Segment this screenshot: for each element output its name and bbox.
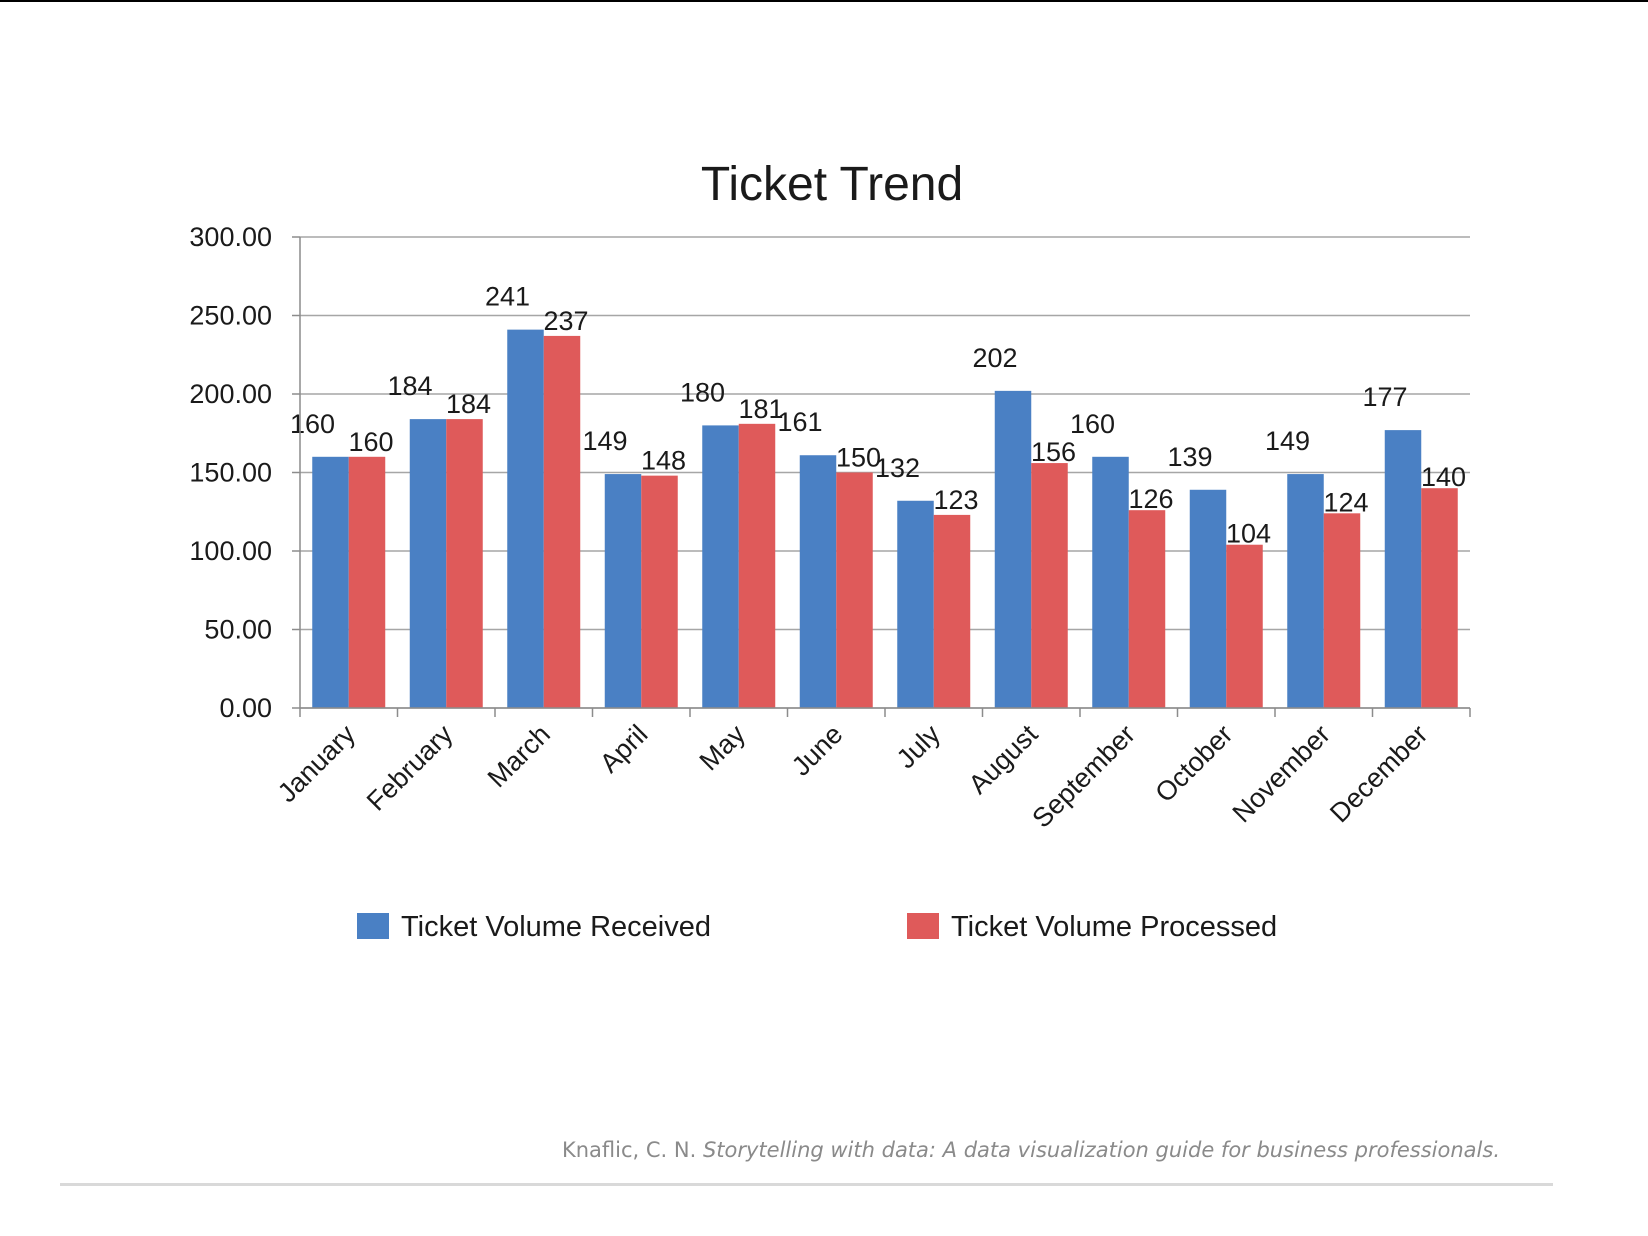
bar-received [1384, 430, 1422, 708]
data-label-processed: 140 [1421, 462, 1466, 492]
data-label-received: 161 [777, 407, 822, 437]
bar-received [312, 456, 349, 708]
x-tick-label: July [891, 719, 947, 775]
data-label-processed: 124 [1323, 487, 1368, 517]
y-tick-label: 250.00 [189, 301, 272, 331]
bar-received [507, 329, 544, 708]
data-label-processed: 148 [641, 446, 686, 476]
data-label-processed: 160 [348, 427, 393, 457]
bar-received [799, 455, 837, 708]
y-tick-label: 300.00 [189, 222, 272, 252]
bar-received [604, 474, 642, 708]
data-label-received: 149 [1265, 426, 1310, 456]
data-label-processed: 123 [933, 485, 978, 515]
x-tick-label: May [694, 719, 752, 777]
data-label-processed: 104 [1226, 519, 1271, 549]
x-tick-label: December [1324, 719, 1433, 828]
bar-received [1189, 489, 1227, 708]
x-tick-label: February [361, 719, 459, 817]
top-border [0, 0, 1648, 2]
x-tick-label: October [1149, 719, 1238, 808]
chart-title: Ticket Trend [701, 158, 963, 211]
bar-processed [933, 514, 971, 708]
bar-processed [1323, 513, 1361, 708]
data-label-received: 177 [1362, 382, 1407, 412]
bar-processed [738, 423, 776, 708]
data-label-received: 132 [875, 453, 920, 483]
bar-processed [1031, 463, 1068, 708]
x-tick-label: September [1026, 719, 1141, 834]
data-label-received: 149 [582, 426, 627, 456]
y-tick-label: 100.00 [189, 536, 272, 566]
y-tick-label: 150.00 [189, 458, 272, 488]
citation-author: Knaflic, C. N. [561, 1138, 697, 1162]
data-label-processed: 126 [1128, 484, 1173, 514]
bar-received [897, 500, 934, 708]
y-tick-label: 50.00 [204, 615, 272, 645]
citation-work: Storytelling with data: A data visualiza… [702, 1138, 1500, 1162]
x-tick-label: August [963, 719, 1044, 800]
data-label-received: 180 [680, 377, 725, 407]
data-label-processed: 150 [836, 443, 881, 473]
data-label-received: 139 [1167, 442, 1212, 472]
data-label-received: 160 [1070, 409, 1115, 439]
x-tick-label: April [594, 719, 653, 778]
bar-processed [1128, 510, 1166, 708]
bar-processed [641, 475, 678, 708]
data-label-received: 184 [387, 371, 432, 401]
bar-processed [348, 456, 386, 708]
bar-processed [543, 335, 581, 708]
legend-swatch [907, 913, 939, 939]
data-label-processed: 181 [738, 394, 783, 424]
legend-label: Ticket Volume Received [401, 911, 711, 943]
bar-received [1287, 474, 1324, 708]
bar-processed [1421, 488, 1458, 708]
y-tick-label: 0.00 [219, 693, 272, 723]
x-tick-label: June [786, 719, 849, 782]
bar-received [409, 419, 447, 708]
data-label-processed: 237 [543, 306, 588, 336]
y-tick-label: 200.00 [189, 379, 272, 409]
data-label-processed: 156 [1031, 437, 1076, 467]
data-label-received: 241 [485, 282, 530, 312]
bar-processed [446, 419, 483, 708]
x-tick-label: March [482, 719, 556, 793]
bar-processed [1226, 544, 1263, 708]
citation: Knaflic, C. N. Storytelling with data: A… [562, 1138, 1500, 1162]
data-label-received: 202 [972, 343, 1017, 373]
x-tick-label: November [1227, 719, 1336, 828]
bottom-divider [60, 1183, 1553, 1186]
legend-swatch [357, 913, 389, 939]
x-tick-label: January [272, 719, 361, 808]
data-label-received: 160 [290, 409, 335, 439]
data-label-processed: 184 [446, 389, 491, 419]
bar-received [1092, 456, 1129, 708]
bar-processed [836, 472, 873, 708]
legend-label: Ticket Volume Processed [951, 911, 1277, 943]
bar-received [702, 425, 739, 708]
bar-received [994, 390, 1032, 708]
